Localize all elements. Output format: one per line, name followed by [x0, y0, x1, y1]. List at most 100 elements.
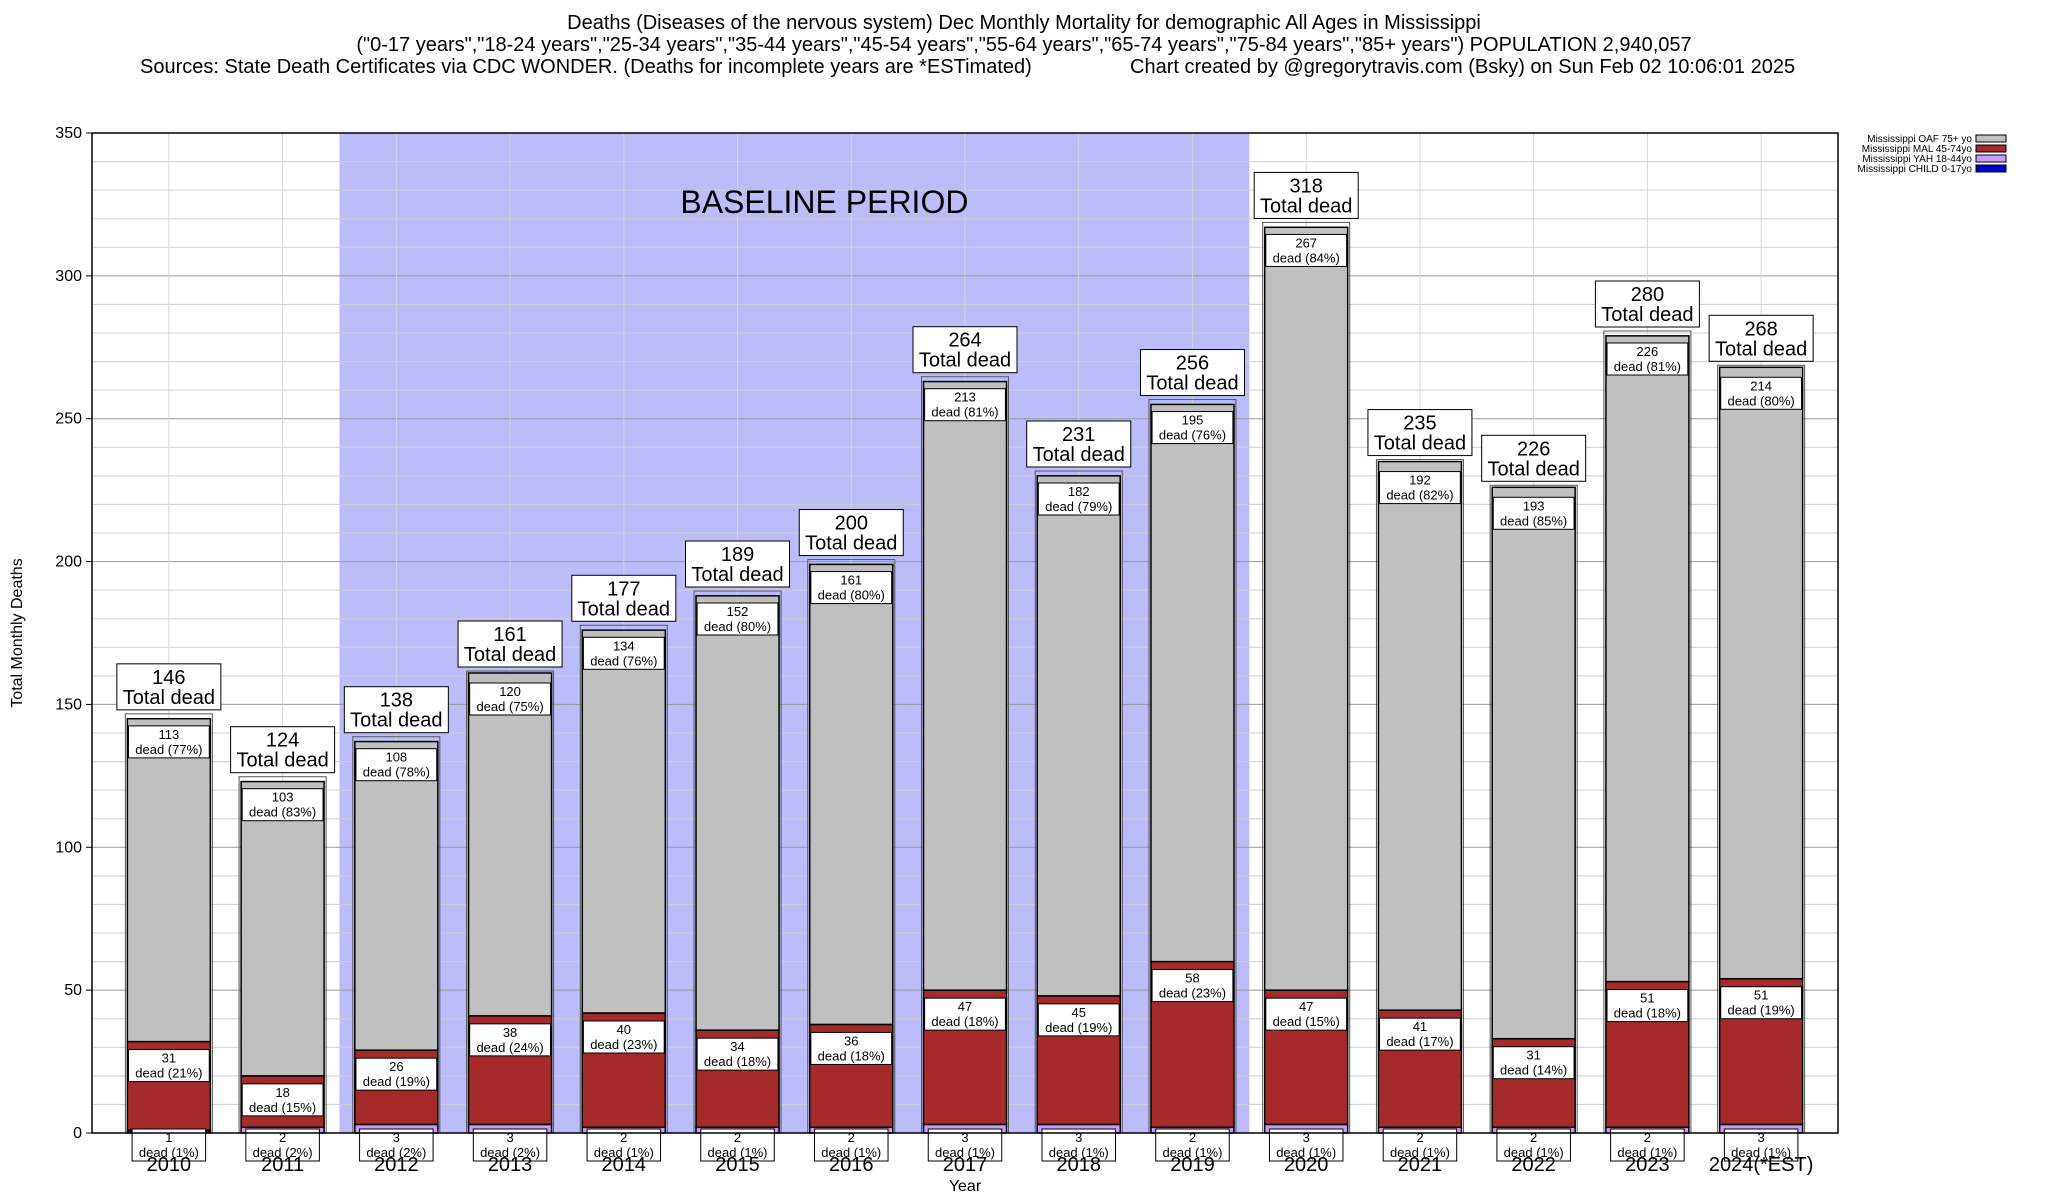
total-label-box — [912, 326, 1018, 374]
bar-segment — [1263, 226, 1349, 991]
oaf-label-value: 214 — [1750, 378, 1772, 393]
bar-segment — [126, 717, 212, 1043]
legend-swatch — [1975, 164, 2007, 173]
total-label-box — [1253, 171, 1359, 219]
legend-swatch — [1975, 154, 2007, 163]
bar-segment — [354, 740, 439, 1051]
x-tick-label: 2022 — [1511, 1154, 1556, 1176]
total-label-value: 226 — [1517, 438, 1550, 460]
x-tick-label: 2017 — [943, 1154, 988, 1176]
y-tick-label: 100 — [55, 839, 82, 856]
chart-credit: Chart created by @gregorytravis.com (Bsk… — [1130, 56, 1796, 78]
legend-label: Mississippi MAL 45-74yo — [1862, 144, 1973, 155]
bar-segment — [1036, 475, 1121, 997]
yah-label-box — [131, 1128, 207, 1162]
oaf-label-box — [1606, 342, 1689, 376]
mal-label-box — [582, 1020, 665, 1054]
yah-label-value: 2 — [1644, 1130, 1651, 1145]
yah-label-value: 3 — [393, 1130, 400, 1145]
oaf-label-box — [469, 682, 551, 716]
x-axis-title: Year — [949, 1178, 982, 1195]
yah-label-value: 3 — [506, 1130, 513, 1145]
yah-label-value: 3 — [1075, 1130, 1082, 1145]
total-label-text: Total dead — [919, 350, 1011, 372]
total-label-box — [1708, 314, 1814, 362]
oaf-label-value: 182 — [1068, 484, 1090, 499]
oaf-label-value: 161 — [840, 573, 862, 588]
y-tick-label: 150 — [55, 696, 82, 713]
chart-sources: Sources: State Death Certificates via CD… — [140, 56, 1032, 78]
mal-label-value: 26 — [389, 1059, 403, 1074]
yah-label-pct: dead (1%) — [935, 1145, 995, 1160]
yah-label-box — [359, 1128, 434, 1162]
yah-label-value: 3 — [1303, 1130, 1310, 1145]
oaf-label-pct: dead (75%) — [476, 699, 543, 714]
yah-label-pct: dead (1%) — [708, 1145, 768, 1160]
total-label-value: 177 — [607, 578, 640, 600]
yah-label-value: 1 — [165, 1130, 172, 1145]
mal-label-box — [469, 1023, 551, 1057]
total-label-value: 268 — [1744, 318, 1777, 340]
bar-segment — [467, 672, 553, 1017]
mal-label-value: 51 — [1640, 991, 1654, 1006]
bar-segment — [240, 780, 325, 1077]
bar-segment — [1377, 460, 1463, 1011]
mal-label-box — [1606, 989, 1689, 1023]
mal-label-value: 47 — [1299, 999, 1313, 1014]
oaf-label-pct: dead (84%) — [1273, 250, 1340, 265]
total-label-box — [116, 663, 222, 711]
total-label-box — [685, 540, 791, 588]
yah-label-box — [1723, 1128, 1799, 1162]
yah-label-value: 2 — [1416, 1130, 1423, 1145]
plot-frame — [91, 132, 1839, 1134]
y-tick-label: 0 — [73, 1125, 82, 1142]
mal-label-pct: dead (19%) — [1728, 1003, 1795, 1018]
oaf-label-pct: dead (82%) — [1386, 488, 1453, 503]
oaf-label-pct: dead (77%) — [135, 742, 202, 757]
yah-label-box — [927, 1128, 1003, 1162]
mal-label-pct: dead (19%) — [1045, 1020, 1112, 1035]
mal-label-box — [355, 1057, 438, 1091]
total-label-text: Total dead — [464, 644, 556, 666]
mal-label-value: 31 — [162, 1051, 176, 1066]
bar-segment — [695, 595, 780, 1031]
legend-label: Mississippi OAF 75+ yo — [1867, 134, 1972, 145]
baseline-label: BASELINE PERIOD — [680, 184, 968, 220]
mal-label-pct: dead (14%) — [1500, 1063, 1567, 1078]
total-label-value: 161 — [493, 624, 526, 646]
total-label-text: Total dead — [1601, 304, 1693, 326]
total-label-text: Total dead — [350, 710, 442, 732]
yah-label-box — [1382, 1128, 1458, 1162]
mal-label-box — [924, 997, 1006, 1031]
legend-swatch — [1975, 134, 2007, 143]
bar-segment — [1718, 366, 1804, 980]
x-tick-label: 2011 — [261, 1154, 304, 1176]
oaf-label-pct: dead (80%) — [704, 619, 771, 634]
mal-label-box — [1265, 997, 1348, 1031]
bar-segment — [1150, 403, 1235, 963]
oaf-label-value: 120 — [499, 684, 521, 699]
y-tick-label: 350 — [55, 125, 82, 142]
yah-label-box — [245, 1128, 320, 1162]
y-tick-label: 200 — [55, 554, 82, 571]
mal-label-pct: dead (24%) — [476, 1040, 543, 1055]
yah-label-box — [1155, 1128, 1230, 1162]
total-label-value: 264 — [948, 330, 981, 352]
oaf-label-value: 134 — [613, 638, 635, 653]
y-tick-label: 50 — [64, 982, 82, 999]
oaf-label-box — [241, 788, 324, 822]
bar-segment — [922, 380, 1008, 991]
yah-label-box — [1041, 1128, 1116, 1162]
mal-label-pct: dead (17%) — [1386, 1034, 1453, 1049]
mal-label-pct: dead (23%) — [1159, 986, 1226, 1001]
yah-label-pct: dead (1%) — [1276, 1145, 1336, 1160]
mal-label-value: 51 — [1754, 988, 1768, 1003]
oaf-label-pct: dead (76%) — [590, 653, 657, 668]
oaf-label-pct: dead (76%) — [1159, 428, 1226, 443]
mal-label-box — [1151, 969, 1234, 1003]
total-label-value: 318 — [1290, 175, 1323, 197]
yah-label-value: 2 — [1189, 1130, 1196, 1145]
yah-label-pct: dead (2%) — [366, 1145, 426, 1160]
total-label-text: Total dead — [1715, 338, 1807, 360]
